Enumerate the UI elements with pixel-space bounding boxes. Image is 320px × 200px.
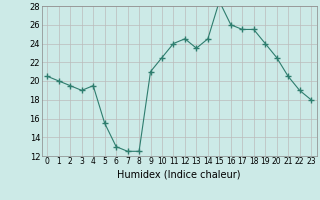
X-axis label: Humidex (Indice chaleur): Humidex (Indice chaleur) [117, 169, 241, 179]
